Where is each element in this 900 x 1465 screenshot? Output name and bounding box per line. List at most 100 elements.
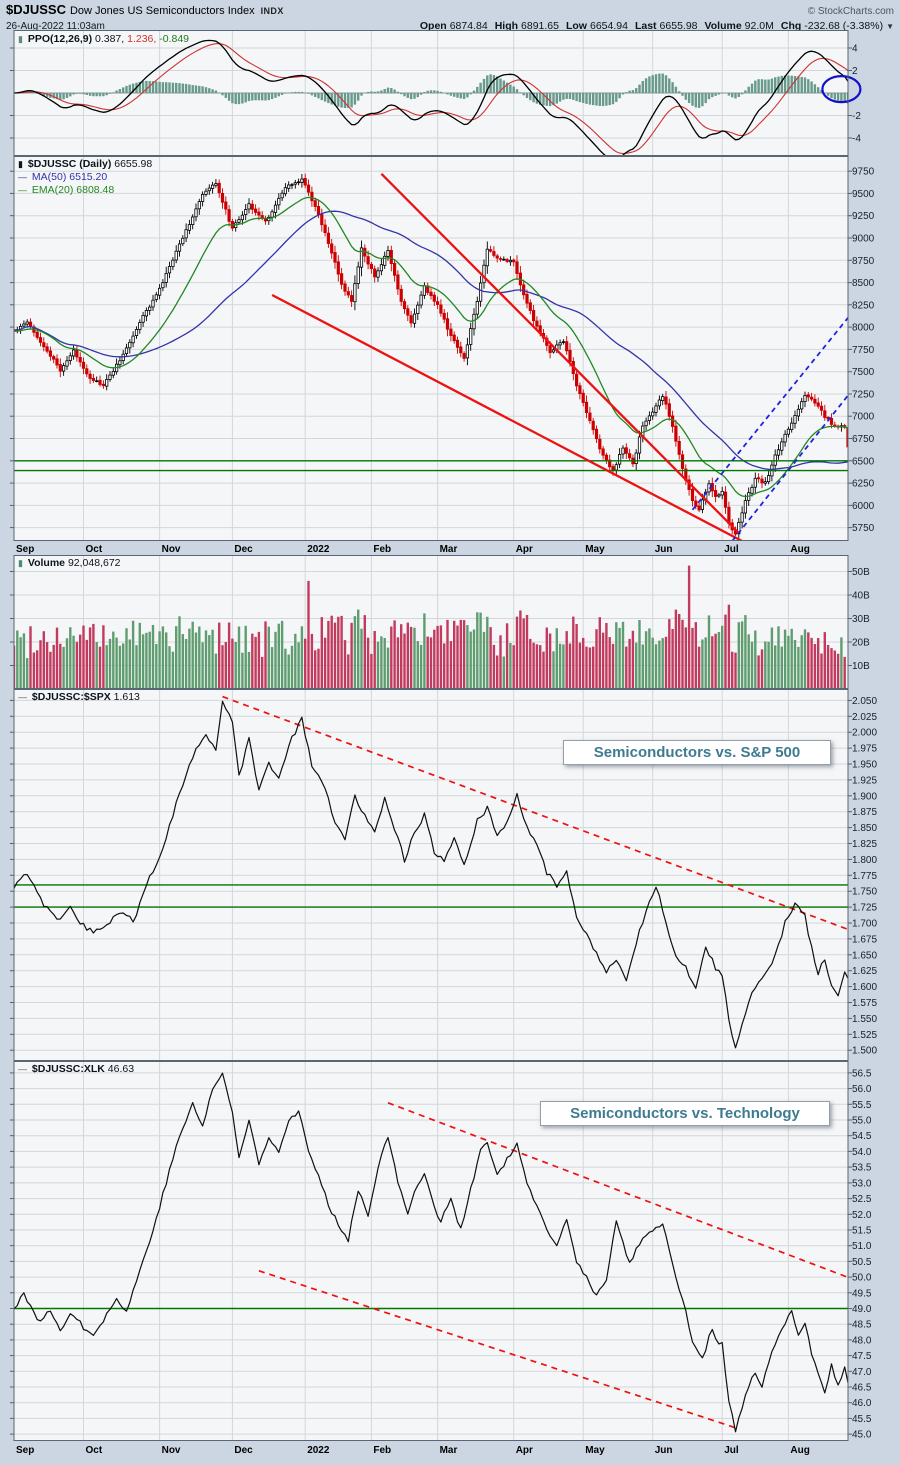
svg-text:Oct: Oct (86, 544, 103, 555)
ma50-label: MA(50) 6515.20 (31, 171, 108, 183)
svg-text:-2: -2 (852, 111, 861, 122)
volume-total: 92,048,672 (67, 557, 121, 569)
quote-summary: Open 6874.84 High 6891.65 Low 6654.94 Last 6655… (413, 20, 894, 32)
chg-label: Chg (780, 20, 802, 32)
volume-value: 92.0M (744, 20, 774, 32)
price-legend-row: ▮ $DJUSSC (Daily) 6655.98 (18, 158, 152, 171)
svg-text:7000: 7000 (852, 412, 875, 423)
svg-text:Jun: Jun (655, 1445, 673, 1456)
change-direction-icon: ▼ (886, 22, 894, 31)
svg-text:49.5: 49.5 (852, 1288, 872, 1299)
svg-text:7750: 7750 (852, 345, 875, 356)
svg-text:Mar: Mar (440, 544, 458, 555)
volume-name: Volume (27, 557, 66, 569)
svg-text:53.0: 53.0 (852, 1178, 872, 1189)
copyright: © StockCharts.com (807, 6, 894, 17)
svg-text:1.925: 1.925 (852, 775, 877, 786)
svg-text:1.800: 1.800 (852, 855, 877, 866)
symbol: $DJUSSC (6, 2, 66, 17)
svg-text:49.0: 49.0 (852, 1304, 872, 1315)
svg-text:45.0: 45.0 (852, 1430, 872, 1441)
svg-text:May: May (585, 1445, 605, 1456)
svg-text:2022: 2022 (307, 1445, 330, 1456)
svg-text:1.950: 1.950 (852, 760, 877, 771)
xlk-annotation: Semiconductors vs. Technology (540, 1101, 830, 1126)
svg-text:Nov: Nov (162, 1445, 181, 1456)
ppo-hist-value: -0.849 (159, 33, 190, 45)
svg-text:1.625: 1.625 (852, 966, 877, 977)
svg-text:20B: 20B (852, 638, 870, 649)
last-label: Last (634, 20, 657, 32)
svg-text:Nov: Nov (162, 544, 181, 555)
svg-text:1.525: 1.525 (852, 1030, 877, 1041)
volume-legend: ▮ Volume 92,048,672 (18, 557, 121, 570)
svg-text:45.5: 45.5 (852, 1414, 872, 1425)
price-legend: ▮ $DJUSSC (Daily) 6655.98 — MA(50) 6515.… (18, 158, 152, 197)
svg-text:1.875: 1.875 (852, 807, 877, 818)
spx-ratio-symbol: $DJUSSC:$SPX (31, 691, 111, 703)
svg-text:Apr: Apr (516, 544, 533, 555)
datetime: 26-Aug-2022 11:03am (6, 21, 105, 32)
svg-text:Jun: Jun (655, 544, 673, 555)
ppo-swatch-icon: ▮ (18, 34, 23, 44)
ppo-name: PPO(12,26,9) (27, 33, 93, 45)
svg-text:Jul: Jul (724, 1445, 739, 1456)
price-symbol: $DJUSSC (Daily) (27, 158, 112, 170)
svg-text:30B: 30B (852, 614, 870, 625)
svg-text:4: 4 (852, 44, 858, 55)
svg-text:47.0: 47.0 (852, 1367, 872, 1378)
ratio-line-icon: — (18, 692, 27, 702)
ppo-panel: 4 2 -2 -4 (0, 30, 900, 156)
svg-text:Dec: Dec (234, 1445, 253, 1456)
svg-text:48.5: 48.5 (852, 1320, 872, 1331)
ppo-signal-value: 1.236, (127, 33, 157, 45)
xlk-ratio-symbol: $DJUSSC:XLK (31, 1063, 105, 1075)
svg-text:1.975: 1.975 (852, 744, 877, 755)
svg-text:8750: 8750 (852, 256, 875, 267)
svg-text:2.050: 2.050 (852, 696, 877, 707)
svg-text:50.0: 50.0 (852, 1273, 872, 1284)
spx-ratio-last: 1.613 (113, 691, 140, 703)
svg-text:1.825: 1.825 (852, 839, 877, 850)
svg-text:1.900: 1.900 (852, 791, 877, 802)
svg-text:2022: 2022 (307, 544, 330, 555)
volume-panel: 10B 20B 30B 40B 50B (0, 555, 900, 689)
svg-text:46.0: 46.0 (852, 1398, 872, 1409)
svg-text:Feb: Feb (373, 1445, 391, 1456)
svg-text:6750: 6750 (852, 434, 875, 445)
svg-text:Feb: Feb (373, 544, 391, 555)
ma50-legend-row: — MA(50) 6515.20 (18, 171, 152, 184)
svg-text:50B: 50B (852, 567, 870, 578)
svg-text:40B: 40B (852, 591, 870, 602)
svg-text:7500: 7500 (852, 367, 875, 378)
chg-value: -232.68 (-3.38%) (804, 20, 884, 32)
price-last: 6655.98 (114, 158, 153, 170)
chart-header: $DJUSSC Dow Jones US Semiconductors Index… (0, 0, 900, 32)
svg-text:8500: 8500 (852, 278, 875, 289)
svg-text:54.5: 54.5 (852, 1131, 872, 1142)
svg-text:2: 2 (852, 66, 858, 77)
svg-text:Jul: Jul (724, 544, 739, 555)
xaxis-bottom: Sep Oct Nov Dec 2022 Feb Mar Apr May Jun Jul Aug (0, 1441, 900, 1465)
svg-text:51.5: 51.5 (852, 1226, 872, 1237)
svg-text:Aug: Aug (790, 544, 809, 555)
ema-line-icon: — (18, 185, 27, 195)
low-value: 6654.94 (589, 20, 628, 32)
svg-text:-4: -4 (852, 134, 861, 145)
candlestick-icon: ▮ (18, 159, 23, 169)
exchange: INDX (260, 6, 284, 16)
svg-text:55.5: 55.5 (852, 1100, 872, 1111)
svg-text:Oct: Oct (86, 1445, 103, 1456)
volume-bars (14, 565, 848, 689)
svg-text:52.5: 52.5 (852, 1194, 872, 1205)
ema20-legend-row: — EMA(20) 6808.48 (18, 184, 152, 197)
svg-text:8250: 8250 (852, 300, 875, 311)
svg-text:5750: 5750 (852, 523, 875, 534)
svg-text:1.700: 1.700 (852, 919, 877, 930)
symbol-name: Dow Jones US Semiconductors Index (69, 5, 255, 17)
spx-annotation: Semiconductors vs. S&P 500 (563, 740, 831, 765)
ppo-legend: ▮ PPO(12,26,9) 0.387, 1.236, -0.849 (18, 33, 189, 46)
svg-text:1.850: 1.850 (852, 823, 877, 834)
candles-series (14, 173, 848, 538)
